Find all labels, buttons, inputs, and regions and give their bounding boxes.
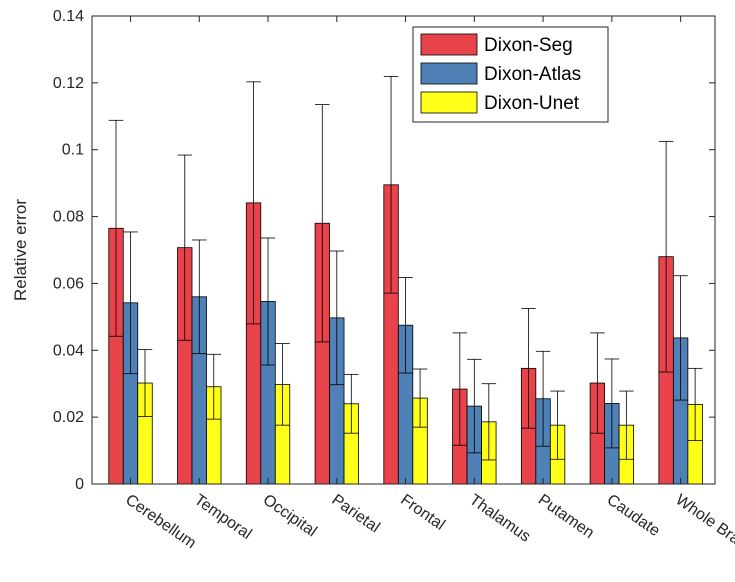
y-tick-label: 0.02 (53, 409, 84, 426)
y-tick-label: 0.08 (53, 209, 84, 226)
legend-label-dixon-atlas: Dixon-Atlas (484, 64, 581, 85)
legend-label-dixon-seg: Dixon-Seg (484, 35, 573, 56)
y-tick-label: 0.1 (62, 142, 84, 159)
y-tick-label: 0.12 (53, 75, 84, 92)
y-tick-label: 0.14 (53, 8, 84, 25)
x-tick-label: Whole Brain (672, 491, 735, 555)
y-tick-label: 0 (75, 476, 84, 493)
plot-frame (91, 15, 716, 485)
x-tick-label: Cerebellum (122, 491, 199, 552)
bars-layer (108, 76, 703, 485)
y-tick-label: 0.04 (53, 342, 84, 359)
x-tick-label: Thalamus (466, 491, 533, 545)
legend-label-dixon-unet: Dixon-Unet (484, 93, 580, 114)
axes-layer (91, 15, 716, 485)
x-tick-label: Putamen (535, 491, 597, 542)
legend-swatch-dixon-unet (420, 91, 478, 114)
y-axis-label: Relative error (11, 199, 30, 301)
x-tick-label: Frontal (397, 491, 448, 533)
x-tick-label: Parietal (329, 491, 383, 536)
legend: Dixon-Seg Dixon-Atlas Dixon-Unet (412, 26, 609, 123)
x-tick-label: Occipital (260, 491, 320, 540)
x-tick-label: Temporal (191, 491, 255, 543)
y-tick-label: 0.06 (53, 275, 84, 292)
legend-swatch-dixon-seg (420, 33, 478, 56)
x-tick-label: Caudate (604, 491, 663, 540)
legend-swatch-dixon-atlas (420, 62, 478, 85)
